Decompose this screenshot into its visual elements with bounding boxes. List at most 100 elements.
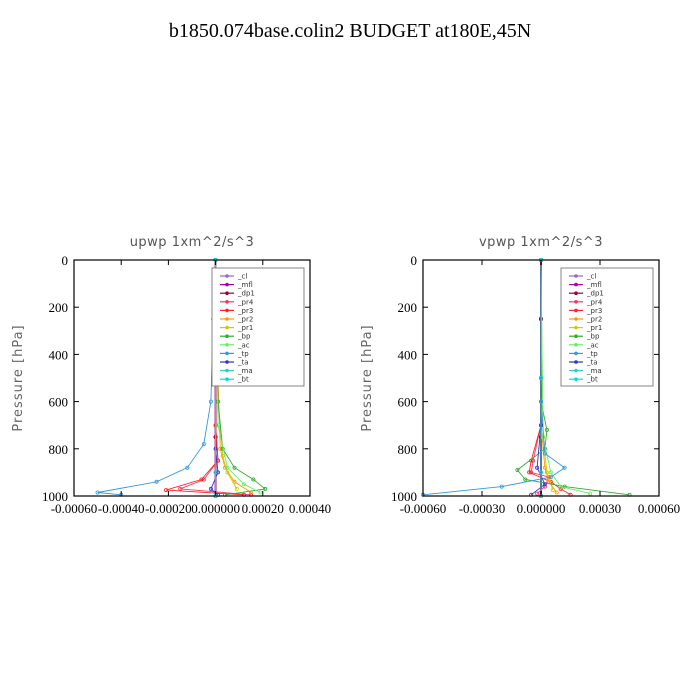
y-tick-label: 1000 bbox=[391, 489, 417, 504]
legend-entry-pr4: _pr4 bbox=[237, 298, 254, 306]
data-point bbox=[225, 470, 230, 475]
legend-entry-dp1: _dp1 bbox=[586, 290, 604, 298]
data-point bbox=[208, 399, 213, 404]
data-point bbox=[544, 427, 549, 432]
x-tick-label: -0.00040 bbox=[98, 501, 145, 516]
legend-entry-dp1: _dp1 bbox=[237, 290, 255, 298]
legend-marker bbox=[225, 325, 229, 330]
legend-entry-cl: _cl bbox=[586, 273, 596, 281]
x-tick-label: 0.00040 bbox=[289, 501, 331, 516]
data-point bbox=[562, 484, 567, 489]
data-point bbox=[234, 486, 239, 491]
legend-marker bbox=[225, 300, 229, 304]
legend-marker bbox=[574, 360, 578, 364]
legend-marker bbox=[225, 291, 229, 296]
data-point bbox=[95, 490, 100, 495]
panel-title: upwp 1xm^2/s^3 bbox=[130, 235, 255, 250]
legend-marker bbox=[574, 334, 578, 339]
data-point bbox=[542, 484, 547, 489]
legend-marker bbox=[225, 334, 229, 339]
x-tick-label: -0.00060 bbox=[51, 501, 98, 516]
legend-entry-cl: _cl bbox=[237, 273, 247, 281]
data-point bbox=[258, 490, 263, 495]
series-line-tp bbox=[422, 260, 566, 496]
data-point bbox=[225, 465, 230, 470]
legend-marker bbox=[574, 368, 578, 373]
legend-marker bbox=[574, 377, 578, 382]
chart-panel-2: vpwp 1xm^2/s^3 Pressure [hPa] -0.00060 -0.0… bbox=[360, 235, 680, 516]
data-point bbox=[222, 465, 227, 470]
legend-entry-bt: _bt bbox=[586, 376, 598, 384]
legend-entry-ta: _ta bbox=[237, 359, 249, 367]
data-point bbox=[251, 477, 256, 482]
legend-marker bbox=[574, 351, 578, 356]
y-tick-label: 800 bbox=[398, 442, 418, 457]
legend-entry-pr4: _pr4 bbox=[586, 298, 603, 306]
legend-marker bbox=[225, 351, 229, 356]
legend-marker bbox=[574, 317, 578, 321]
legend-entry-pr3: _pr3 bbox=[586, 307, 602, 315]
legend-marker bbox=[574, 300, 578, 304]
legend-entry-pr1: _pr1 bbox=[237, 324, 253, 332]
data-point bbox=[185, 465, 190, 470]
y-tick-label: 200 bbox=[49, 300, 69, 315]
x-tick-label: 0.000000 bbox=[517, 501, 566, 516]
y-tick-label: 400 bbox=[49, 347, 69, 362]
series-line-tp bbox=[97, 259, 217, 496]
x-tick-label: 0.00030 bbox=[579, 501, 621, 516]
data-point bbox=[558, 484, 563, 489]
legend-entry-ma: _ma bbox=[586, 367, 602, 375]
data-point bbox=[499, 484, 504, 489]
x-tick-label: -0.00060 bbox=[400, 501, 447, 516]
data-point bbox=[539, 375, 544, 380]
legend-entry-ac: _ac bbox=[237, 341, 250, 349]
data-point bbox=[527, 470, 532, 475]
data-point bbox=[588, 491, 593, 496]
data-point bbox=[539, 470, 544, 475]
y-tick-label: 1000 bbox=[42, 489, 68, 504]
data-point bbox=[263, 486, 268, 491]
legend-marker bbox=[225, 317, 229, 321]
y-tick-label: 800 bbox=[49, 442, 69, 457]
legend-entry-tp: _tp bbox=[237, 350, 249, 358]
legend-marker bbox=[574, 291, 578, 296]
legend-entry-tp: _tp bbox=[586, 350, 598, 358]
legend-marker bbox=[225, 368, 229, 373]
x-tick-label: -0.00030 bbox=[459, 501, 506, 516]
legend-marker bbox=[574, 274, 578, 278]
legend-entry-bp: _bp bbox=[586, 333, 600, 341]
data-point bbox=[220, 453, 225, 458]
data-point bbox=[178, 486, 183, 491]
data-point bbox=[241, 482, 246, 487]
legend-marker bbox=[225, 282, 229, 287]
data-point bbox=[154, 479, 159, 484]
legend-entry-bp: _bp bbox=[237, 333, 251, 341]
series-line-bp bbox=[516, 260, 630, 496]
data-point bbox=[542, 451, 547, 456]
legend-marker bbox=[574, 308, 578, 313]
y-axis-label: Pressure [hPa] bbox=[360, 324, 375, 431]
legend-entry-ac: _ac bbox=[586, 341, 599, 349]
data-point bbox=[232, 465, 237, 470]
legend-entry-pr1: _pr1 bbox=[586, 324, 602, 332]
data-point bbox=[544, 470, 549, 475]
y-tick-label: 0 bbox=[411, 253, 418, 268]
data-point bbox=[199, 477, 204, 482]
data-point bbox=[558, 486, 563, 491]
y-tick-label: 200 bbox=[398, 300, 418, 315]
x-tick-label: -0.00020 bbox=[145, 501, 192, 516]
legend-marker bbox=[225, 360, 229, 364]
legend-entry-ma: _ma bbox=[237, 367, 253, 375]
data-point bbox=[523, 477, 528, 482]
legend-marker bbox=[225, 274, 229, 278]
data-point bbox=[550, 488, 555, 493]
legend-marker bbox=[225, 343, 229, 347]
data-point bbox=[535, 465, 540, 470]
y-tick-label: 600 bbox=[398, 395, 418, 410]
data-point bbox=[535, 491, 540, 496]
legend-entry-bt: _bt bbox=[237, 376, 249, 384]
data-point bbox=[548, 470, 553, 475]
legend-entry-pr3: _pr3 bbox=[237, 307, 253, 315]
